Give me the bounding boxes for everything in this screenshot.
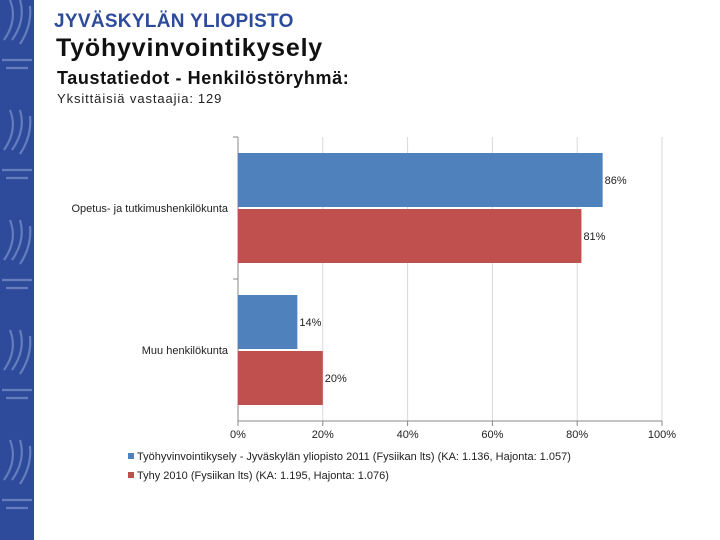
x-tick-label: 100%	[648, 429, 676, 441]
university-logo-text: JYVÄSKYLÄN YLIOPISTO	[54, 11, 294, 32]
legend-item-0: Työhyvinvointikysely - Jyväskylän yliopi…	[128, 451, 571, 463]
sidebar-decoration	[0, 0, 34, 540]
data-label: 86%	[605, 175, 627, 187]
x-tick-label: 0%	[230, 429, 246, 441]
respondent-count-label: Yksittäisiä vastaajia:	[57, 91, 194, 106]
x-tick-label: 60%	[481, 429, 503, 441]
x-tick-label: 40%	[397, 429, 419, 441]
respondent-count-value: 129	[197, 91, 223, 106]
x-tick-label: 20%	[312, 429, 334, 441]
bar	[238, 295, 298, 349]
legend-swatch-1	[128, 472, 134, 478]
page-subtitle: Taustatiedot - Henkilöstöryhmä:	[57, 68, 350, 88]
legend-label-0: Työhyvinvointikysely - Jyväskylän yliopi…	[137, 451, 571, 463]
bar	[238, 209, 582, 263]
data-label: 14%	[299, 317, 321, 329]
data-label: 20%	[325, 373, 347, 385]
legend-swatch-0	[128, 453, 134, 459]
legend-label-1: Tyhy 2010 (Fysiikan lts) (KA: 1.195, Haj…	[137, 470, 389, 482]
category-label: Muu henkilökunta	[142, 345, 229, 357]
bar	[238, 351, 323, 405]
respondent-count: Yksittäisiä vastaajia: 129	[57, 91, 226, 106]
page-title: Työhyvinvointikysely	[56, 34, 324, 62]
legend-item-1: Tyhy 2010 (Fysiikan lts) (KA: 1.195, Haj…	[128, 470, 389, 482]
data-label: 81%	[583, 231, 605, 243]
bar	[238, 153, 603, 207]
university-emblem-icon	[2, 0, 32, 510]
category-label: Opetus- ja tutkimushenkilökunta	[71, 203, 228, 215]
x-tick-label: 80%	[566, 429, 588, 441]
